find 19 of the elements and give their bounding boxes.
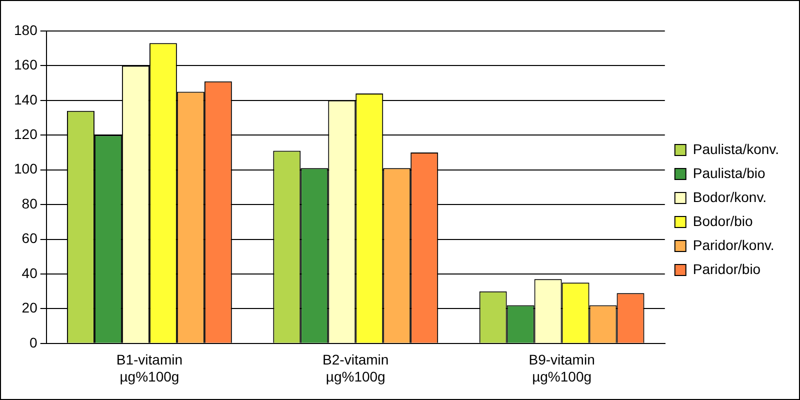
y-tick-label: 40 (22, 264, 38, 281)
y-tick-label: 100 (14, 160, 38, 177)
x-tick-label: B1-vitamin µg%100g (116, 352, 183, 384)
y-tick-label: 20 (22, 300, 38, 316)
y-tick-label: 0 (30, 334, 38, 350)
legend-label: Bodor/konv. (692, 188, 767, 205)
legend-label: Paulista/bio (692, 164, 766, 181)
y-tick-label: 180 (14, 22, 38, 38)
y-tick-label: 60 (22, 230, 38, 246)
y-tick-label: 80 (22, 195, 38, 212)
y-tick-label: 120 (14, 126, 38, 142)
x-tick-label: B9-vitamin µg%100g (528, 352, 595, 384)
legend-label: Paulista/konv. (692, 140, 780, 157)
legend-label: Bodor/bio (692, 212, 754, 229)
legend-label: Paridor/bio (692, 260, 761, 277)
y-tick-label: 140 (14, 91, 38, 108)
y-tick-label: 160 (14, 56, 38, 73)
legend-label: Paridor/konv. (692, 236, 774, 253)
x-tick-label: B2-vitamin µg%100g (322, 352, 389, 384)
